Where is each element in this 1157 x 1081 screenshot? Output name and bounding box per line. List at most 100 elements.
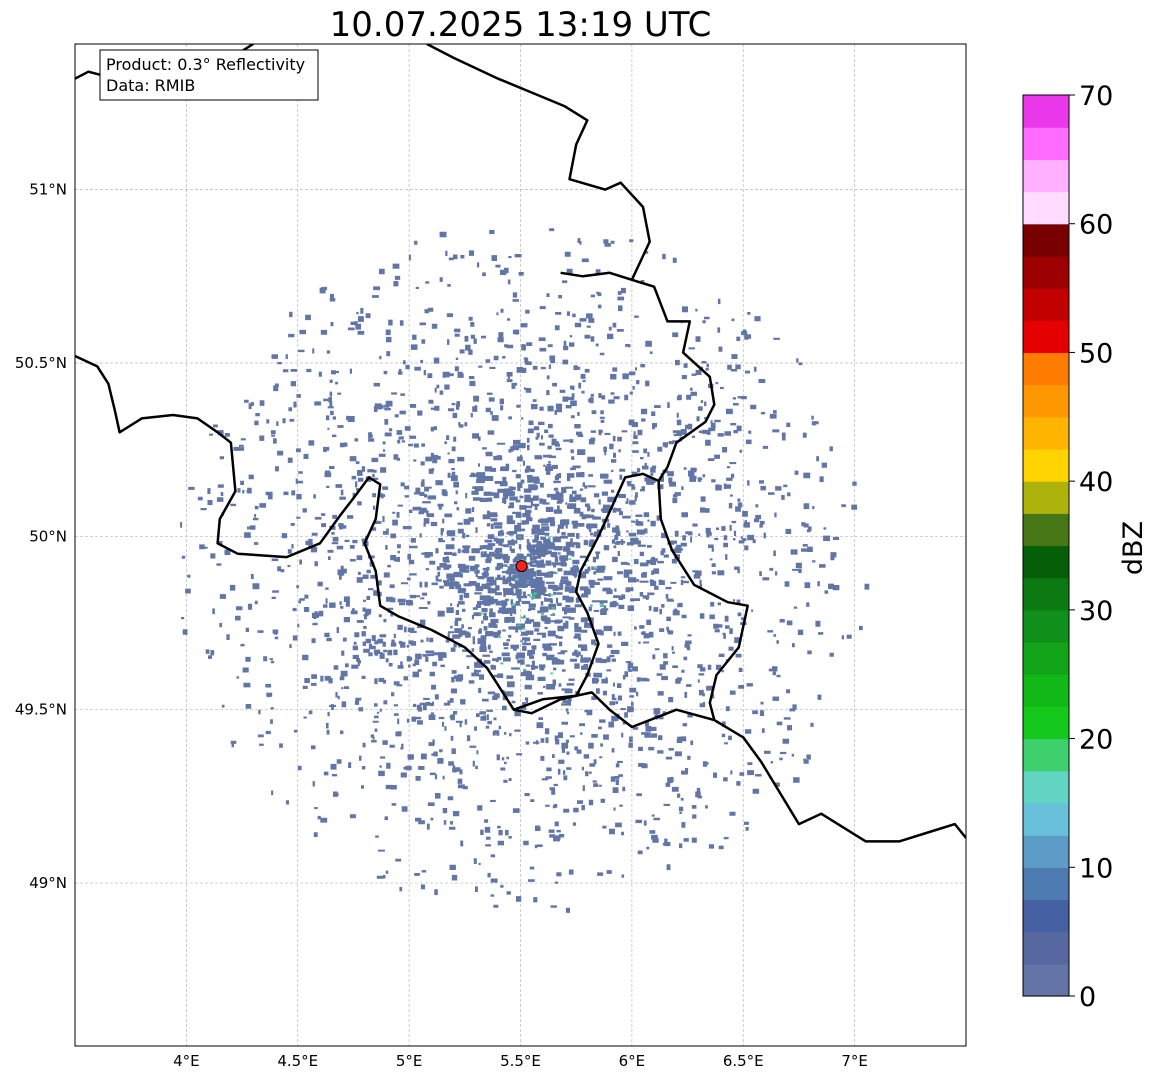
reflectivity-echo-strong [532,596,535,598]
colorbar-bin [1023,481,1069,514]
colorbar-bin [1023,770,1069,804]
colorbar-bin [1023,899,1069,933]
lat-tick-label: 50.5°N [15,354,67,372]
reflectivity-echo-strong [533,593,536,596]
info-data-source: Data: RMIB [106,76,195,95]
colorbar-bin [1023,255,1069,289]
latitude-tick-labels: 51°N 50.5°N 50°N 49.5°N 49°N [15,181,67,892]
lon-tick-label: 5°E [396,1052,423,1070]
lat-tick-label: 51°N [29,181,67,199]
reflectivity-echo-strong [548,536,551,539]
reflectivity-echo-strong [586,559,590,562]
colorbar-bin [1023,963,1069,997]
colorbar-tick-label: 0 [1079,982,1096,1013]
lon-tick-label: 4.5°E [277,1052,318,1070]
colorbar-bin [1023,674,1069,707]
lon-tick-label: 7°E [841,1052,868,1070]
reflectivity-echo-strong [479,612,483,615]
colorbar-bin [1023,191,1069,225]
map-area [74,43,967,1047]
reflectivity-echo-strong [521,559,524,561]
reflectivity-echo-strong [601,604,605,607]
colorbar: 0 10 20 30 40 50 60 70 dBZ [1022,81,1149,1013]
reflectivity-echo-strong [550,614,554,616]
colorbar-tick-label: 60 [1079,210,1113,241]
lat-tick-label: 50°N [29,527,67,545]
reflectivity-echo-strong [517,624,521,627]
reflectivity-echo-strong [599,603,603,606]
reflectivity-echo-strong [498,636,502,639]
reflectivity-echo-strong [473,569,477,572]
colorbar-tick-label: 40 [1079,467,1113,498]
colorbar-bin [1023,223,1069,257]
info-box: Product: 0.3° Reflectivity Data: RMIB [99,49,319,101]
lon-tick-label: 6.5°E [723,1052,764,1070]
colorbar-bin [1023,127,1069,160]
colorbar-bin [1023,738,1069,772]
colorbar-bin [1023,931,1069,965]
reflectivity-echo-strong [550,672,554,675]
reflectivity-echo-strong [554,572,558,574]
map-title: 10.07.2025 13:19 UTC [329,5,712,45]
colorbar-tick-label: 20 [1079,725,1113,756]
colorbar-label: dBZ [1118,521,1149,575]
info-box-frame [99,49,319,101]
lat-tick-label: 49.5°N [15,701,67,719]
country-border [426,44,651,282]
colorbar-ticks: 0 10 20 30 40 50 60 70 [1069,81,1113,1013]
lon-tick-label: 5.5°E [500,1052,541,1070]
country-border [75,354,966,843]
colorbar-bin [1023,95,1069,128]
reflectivity-echo-strong [514,578,518,581]
reflectivity-echo-strong [529,595,533,598]
reflectivity-echo-strong [549,594,553,596]
reflectivity-echo-strong [589,604,593,607]
colorbar-bin [1023,352,1069,386]
colorbar-bin [1023,320,1069,354]
country-border [513,472,749,721]
map-frame [74,43,967,1047]
reflectivity-echo-strong [541,612,544,615]
colorbar-bin [1023,384,1069,418]
reflectivity-echo-strong [526,579,530,582]
colorbar-bin [1023,545,1069,579]
colorbar-tick-label: 50 [1079,338,1113,369]
reflectivity-echo-strong [532,563,536,565]
colorbar-bin [1023,642,1069,675]
radar-site-marker [515,560,528,573]
info-product: Product: 0.3° Reflectivity [106,55,305,74]
colorbar-bin [1023,577,1069,611]
colorbar-bin [1023,416,1069,450]
colorbar-bin [1023,288,1069,321]
reflectivity-echo-strong [520,616,524,619]
reflectivity-echo-strong [551,607,555,609]
colorbar-bin [1023,835,1069,868]
country-border [631,278,716,482]
lon-tick-label: 6°E [619,1052,646,1070]
lat-tick-label: 49°N [29,874,67,892]
longitude-tick-labels: 4°E 4.5°E 5°E 5.5°E 6°E 6.5°E 7°E [173,1052,868,1070]
colorbar-tick-label: 30 [1079,596,1113,627]
reflectivity-echo-strong [522,628,526,630]
colorbar-tick-label: 70 [1079,81,1113,112]
radar-echoes [180,228,870,913]
reflectivity-echo-strong [527,594,531,596]
colorbar-bin [1023,159,1069,193]
lon-tick-label: 4°E [173,1052,200,1070]
reflectivity-echo-strong [593,566,597,569]
reflectivity-echo-strong [523,559,527,562]
colorbar-bin [1023,706,1069,740]
reflectivity-echo-strong [500,662,504,665]
colorbar-bin [1023,867,1069,901]
reflectivity-echo-strong [531,597,535,600]
colorbar-bin [1023,513,1069,547]
colorbar-bin [1023,802,1069,836]
radar-site [515,560,528,573]
reflectivity-echo-strong [520,640,524,643]
reflectivity-echo-strong [518,536,521,539]
colorbar-bins [1023,95,1069,997]
reflectivity-echo-strong [568,558,572,560]
reflectivity-echo-strong [586,626,590,629]
reflectivity-echo-strong [523,668,527,671]
